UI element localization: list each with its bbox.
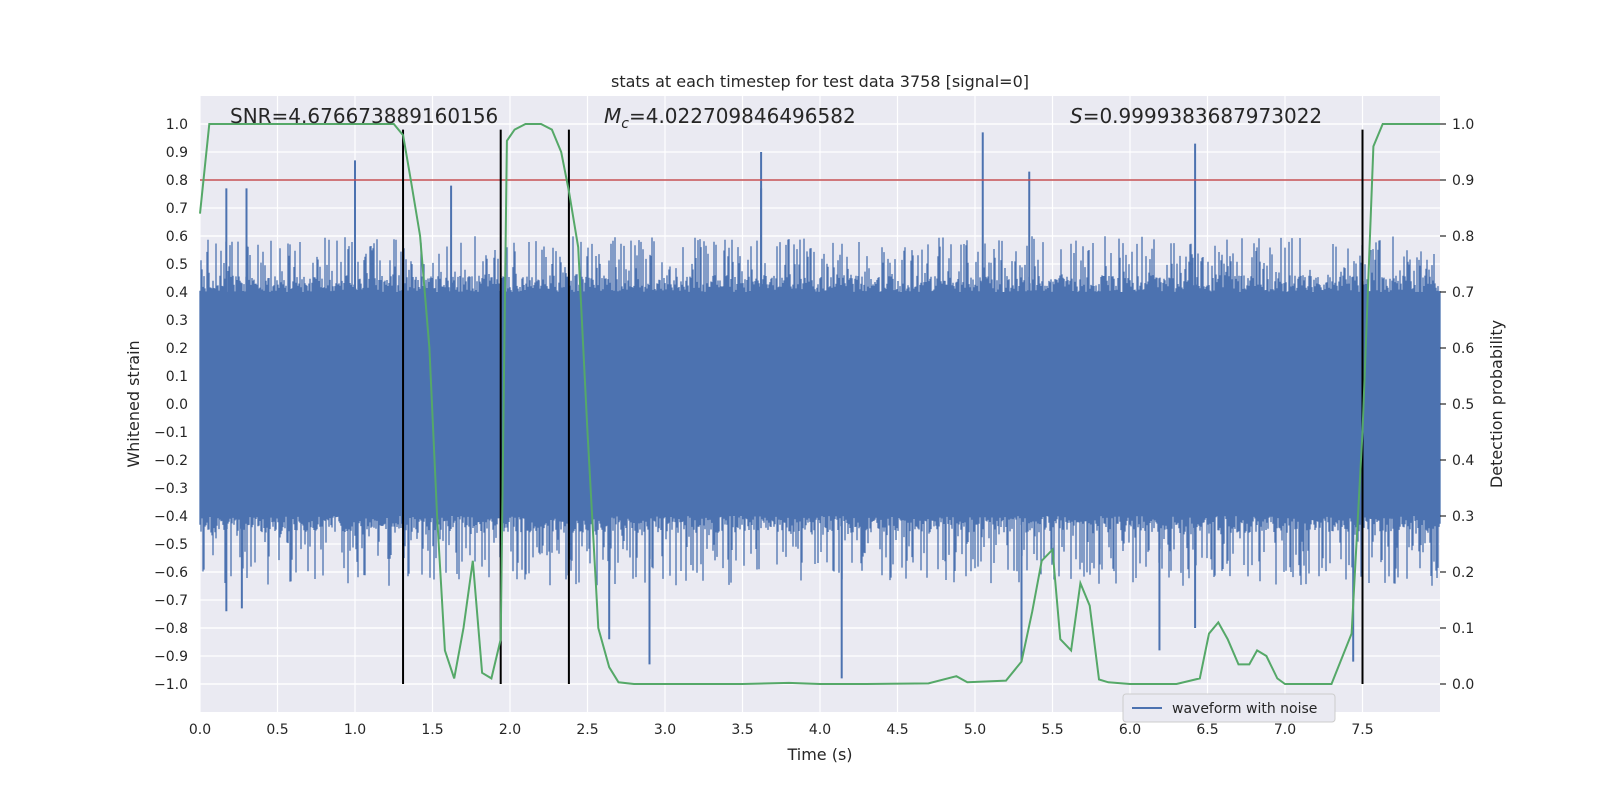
legend-label: waveform with noise: [1172, 701, 1317, 717]
y-tick-label: 0.8: [166, 173, 188, 189]
waveform-series: [199, 132, 1441, 679]
y2-tick-label: 0.3: [1452, 509, 1474, 525]
y2-axis-label: Detection probability: [1487, 320, 1506, 488]
s-annotation: S=0.9999383687973022: [1070, 104, 1322, 128]
y-tick-label: 0.9: [166, 145, 188, 161]
x-tick-label: 5.5: [1041, 722, 1063, 738]
x-tick-label: 3.0: [654, 722, 676, 738]
probability-line: [199, 123, 1440, 685]
x-tick-label: 2.5: [576, 722, 598, 738]
x-tick-label: 6.0: [1119, 722, 1141, 738]
y-axis-label: Whitened strain: [124, 340, 143, 467]
y-tick-label: 0.3: [166, 313, 188, 329]
chirp-mass-annotation: Mc=4.022709846496582: [604, 104, 856, 132]
x-tick-label: 4.5: [886, 722, 908, 738]
x-tick-label: 7.5: [1351, 722, 1373, 738]
y2-tick-label: 0.7: [1452, 285, 1474, 301]
y2-tick-label: 0.8: [1452, 229, 1474, 245]
x-tick-label: 7.0: [1274, 722, 1296, 738]
x-tick-label: 0.5: [266, 722, 288, 738]
y-tick-label: 0.6: [166, 229, 188, 245]
y2-tick-label: 0.0: [1452, 677, 1474, 693]
y2-tick-label: 0.5: [1452, 397, 1474, 413]
y-tick-label: −0.8: [154, 621, 188, 637]
waveform-trace: [199, 236, 1441, 586]
y-tick-label: 0.0: [166, 397, 188, 413]
y2-tick-label: 0.6: [1452, 341, 1474, 357]
x-tick-label: 2.0: [499, 722, 521, 738]
x-axis-label: Time (s): [786, 745, 852, 764]
y-tick-label: 0.5: [166, 257, 188, 273]
y-tick-label: −1.0: [154, 677, 188, 693]
y-tick-label: 0.4: [166, 285, 188, 301]
y-tick-label: 0.7: [166, 201, 188, 217]
x-tick-label: 0.0: [189, 722, 211, 738]
legend: waveform with noise: [1122, 693, 1336, 723]
y-tick-label: −0.2: [154, 453, 188, 469]
y2-tick-label: 1.0: [1452, 117, 1474, 133]
x-axis-ticks: 0.0 0.5 1.0 1.5 2.0 2.5 3.0 3.5 4.0 4.5 5.0 5.5 6.0 6…: [189, 722, 1374, 738]
y-tick-label: −0.6: [154, 565, 188, 581]
x-tick-label: 1.5: [421, 722, 443, 738]
y-tick-label: 1.0: [166, 117, 188, 133]
y2-tick-label: 0.2: [1452, 565, 1474, 581]
y-tick-label: −0.3: [154, 481, 188, 497]
y-tick-label: −0.7: [154, 593, 188, 609]
x-tick-label: 4.0: [809, 722, 831, 738]
x-tick-label: 1.0: [344, 722, 366, 738]
probability-series: [199, 123, 1440, 685]
legend-box: [1122, 693, 1336, 723]
y-tick-label: 0.2: [166, 341, 188, 357]
y-tick-label: 0.1: [166, 369, 188, 385]
y2-axis-ticks: 1.0 0.9 0.8 0.7 0.6 0.5 0.4 0.3 0.2 0.1 0.0: [1440, 117, 1474, 693]
x-tick-label: 5.0: [964, 722, 986, 738]
chart-title: stats at each timestep for test data 375…: [611, 72, 1029, 91]
y-tick-label: −0.9: [154, 649, 188, 665]
x-tick-label: 3.5: [731, 722, 753, 738]
y-tick-label: −0.1: [154, 425, 188, 441]
y-tick-label: −0.5: [154, 537, 188, 553]
y2-tick-label: 0.4: [1452, 453, 1474, 469]
y-tick-label: −0.4: [154, 509, 188, 525]
x-tick-label: 6.5: [1196, 722, 1218, 738]
y2-tick-label: 0.1: [1452, 621, 1474, 637]
y-axis-ticks: 1.0 0.9 0.8 0.7 0.6 0.5 0.4 0.3 0.2 0.1 0.0 −0.1 −0.…: [154, 117, 188, 693]
y2-tick-label: 0.9: [1452, 173, 1474, 189]
snr-annotation: SNR=4.676673889160156: [230, 104, 498, 128]
